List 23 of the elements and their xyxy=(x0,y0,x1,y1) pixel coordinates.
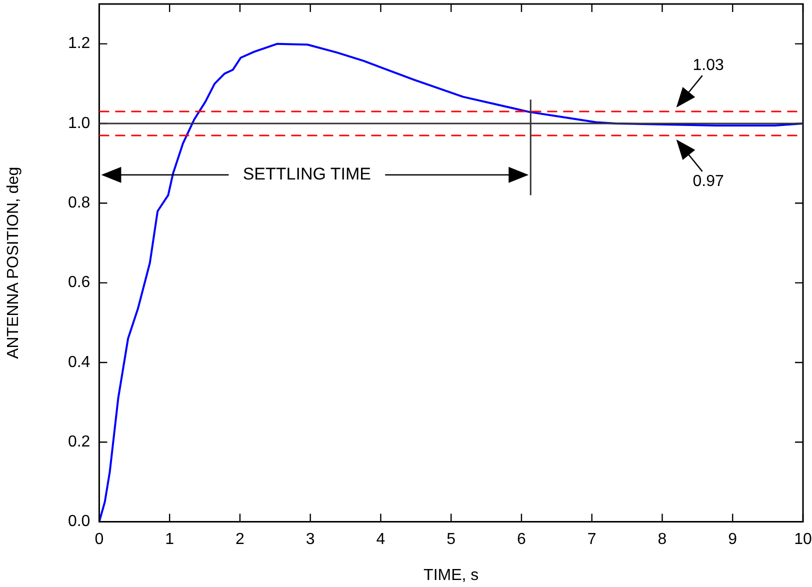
x-tick-label: 5 xyxy=(446,531,456,548)
x-tick-label: 9 xyxy=(728,531,738,548)
x-tick-label: 0 xyxy=(94,531,104,548)
x-axis-title: TIME, s xyxy=(424,566,479,584)
y-tick-label: 0.8 xyxy=(68,194,90,212)
y-tick-label: 1.2 xyxy=(68,35,90,52)
x-tick-label: 2 xyxy=(236,531,245,548)
y-axis-title: ANTENNA POSITION, deg xyxy=(5,166,22,359)
x-tick-label: 10 xyxy=(794,531,812,548)
y-tick-label: 0.0 xyxy=(68,513,90,530)
y-tick-label: 0.4 xyxy=(68,354,90,371)
y-tick-label: 0.2 xyxy=(68,434,90,451)
x-tick-label: 4 xyxy=(376,531,386,548)
x-tick-label: 6 xyxy=(517,531,526,548)
y-tick-label: 1.0 xyxy=(68,114,90,132)
x-tick-label: 8 xyxy=(658,531,667,548)
x-tick-label: 1 xyxy=(165,531,174,548)
y-tick-label: 0.6 xyxy=(68,274,90,292)
x-tick-label: 7 xyxy=(587,531,596,548)
ref-line-label: 0.97 xyxy=(692,172,724,190)
x-tick-label: 3 xyxy=(306,531,315,548)
annotation: SETTLING TIME xyxy=(242,164,371,184)
ref-line-label: 1.03 xyxy=(692,56,724,74)
